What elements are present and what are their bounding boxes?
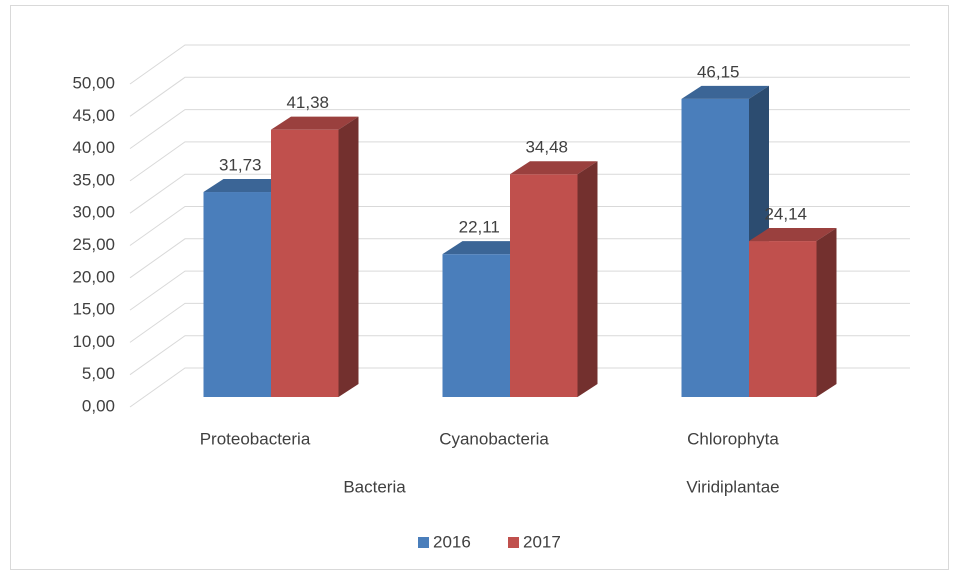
grid-line bbox=[129, 238, 910, 279]
group-label: Bacteria bbox=[343, 477, 406, 496]
group-label: Viridiplantae bbox=[686, 477, 779, 496]
bar-side bbox=[577, 161, 598, 397]
grid-line bbox=[129, 302, 910, 343]
bar-top bbox=[510, 161, 598, 175]
x-tick-label: Chlorophyta bbox=[687, 429, 779, 448]
y-tick-label: 30,00 bbox=[72, 203, 115, 222]
legend-swatch bbox=[508, 537, 519, 548]
grid-line bbox=[129, 270, 910, 311]
grid-line bbox=[129, 335, 910, 376]
bar bbox=[749, 241, 817, 397]
legend-swatch bbox=[418, 537, 429, 548]
data-label: 34,48 bbox=[525, 138, 568, 157]
grid-line bbox=[129, 44, 910, 85]
bar-top bbox=[271, 116, 359, 130]
grid-line bbox=[129, 141, 910, 182]
bar bbox=[681, 98, 749, 397]
y-tick-label: 0,00 bbox=[82, 396, 115, 415]
bar bbox=[203, 192, 271, 397]
bar-top bbox=[749, 228, 837, 242]
bar-top bbox=[681, 85, 769, 99]
bar-top bbox=[442, 241, 530, 255]
y-tick-label: 40,00 bbox=[72, 138, 115, 157]
bar bbox=[271, 129, 339, 398]
y-tick-label: 35,00 bbox=[72, 170, 115, 189]
x-tick-label: Proteobacteria bbox=[200, 429, 311, 448]
grid-line bbox=[129, 109, 910, 150]
y-tick-label: 5,00 bbox=[82, 364, 115, 383]
legend-label: 2016 bbox=[433, 532, 471, 551]
y-tick-label: 45,00 bbox=[72, 106, 115, 125]
data-label: 46,15 bbox=[697, 62, 740, 81]
y-tick-label: 50,00 bbox=[72, 73, 115, 92]
x-tick-label: Cyanobacteria bbox=[439, 429, 549, 448]
y-tick-label: 20,00 bbox=[72, 267, 115, 286]
bar-top bbox=[203, 179, 291, 193]
y-tick-label: 15,00 bbox=[72, 300, 115, 319]
bar-side bbox=[816, 228, 837, 397]
bar bbox=[510, 174, 578, 397]
data-label: 22,11 bbox=[459, 218, 500, 237]
data-label: 41,38 bbox=[286, 93, 329, 112]
grid-line bbox=[129, 367, 910, 408]
grid-line bbox=[129, 76, 910, 117]
grid-line bbox=[129, 173, 910, 214]
y-tick-label: 10,00 bbox=[72, 332, 115, 351]
bar-side bbox=[338, 116, 359, 397]
y-tick-label: 25,00 bbox=[72, 235, 115, 254]
grid-line bbox=[129, 206, 910, 246]
bar bbox=[442, 254, 510, 397]
data-label: 31,73 bbox=[219, 156, 262, 175]
data-label: 24,14 bbox=[764, 205, 807, 224]
legend-label: 2017 bbox=[523, 532, 561, 551]
